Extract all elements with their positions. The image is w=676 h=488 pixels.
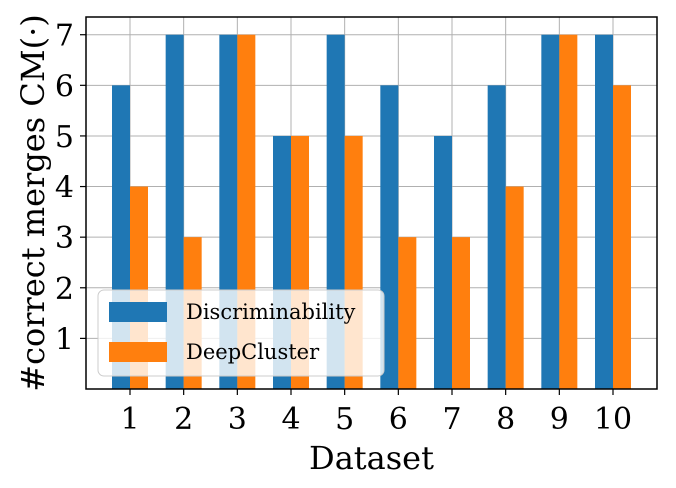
- legend-swatch: [109, 302, 167, 322]
- bar-deepcluster: [398, 237, 417, 389]
- x-tick-label: 8: [496, 402, 515, 437]
- bar-discriminability: [434, 135, 452, 389]
- legend-label: Discriminability: [186, 300, 356, 324]
- bar-discriminability: [487, 85, 506, 389]
- x-tick-label: 7: [442, 402, 461, 437]
- x-tick-label: 3: [228, 402, 247, 437]
- x-tick-label: 9: [550, 402, 569, 437]
- x-ticks: 1 2 3 4 5 6 7 8 9 10: [120, 389, 632, 437]
- bar-deepcluster: [505, 186, 524, 389]
- x-tick-label: 4: [281, 402, 300, 437]
- x-axis-label: Dataset: [309, 439, 434, 477]
- bar-deepcluster: [613, 85, 631, 389]
- x-tick-label: 2: [174, 402, 193, 437]
- plot-frame: [85, 16, 658, 390]
- y-tick-label: 5: [55, 120, 74, 155]
- bar-discriminability: [595, 34, 613, 389]
- y-tick-label: 4: [55, 171, 74, 206]
- y-tick-label: 3: [55, 221, 74, 256]
- legend-box: [97, 289, 385, 377]
- legend-label: DeepCluster: [186, 340, 320, 364]
- y-tick-label: 2: [55, 272, 74, 307]
- x-tick-label: 5: [335, 402, 354, 437]
- y-tick-label: 6: [55, 69, 74, 104]
- legend-swatch: [109, 342, 167, 362]
- bar-deepcluster: [452, 237, 470, 389]
- y-tick-label: 7: [55, 19, 74, 54]
- legend: Discriminability DeepCluster: [97, 289, 385, 377]
- x-tick-label: 6: [389, 402, 408, 437]
- x-tick-label: 1: [120, 402, 139, 437]
- bar-deepcluster: [559, 34, 578, 389]
- bar-discriminability: [380, 85, 399, 389]
- y-axis-label: #correct merges CM(·): [14, 14, 52, 391]
- y-tick-label: 1: [55, 322, 74, 357]
- bar-discriminability: [541, 34, 560, 389]
- y-ticks: 1 2 3 4 5 6 7: [55, 19, 86, 357]
- x-tick-label: 10: [594, 402, 632, 437]
